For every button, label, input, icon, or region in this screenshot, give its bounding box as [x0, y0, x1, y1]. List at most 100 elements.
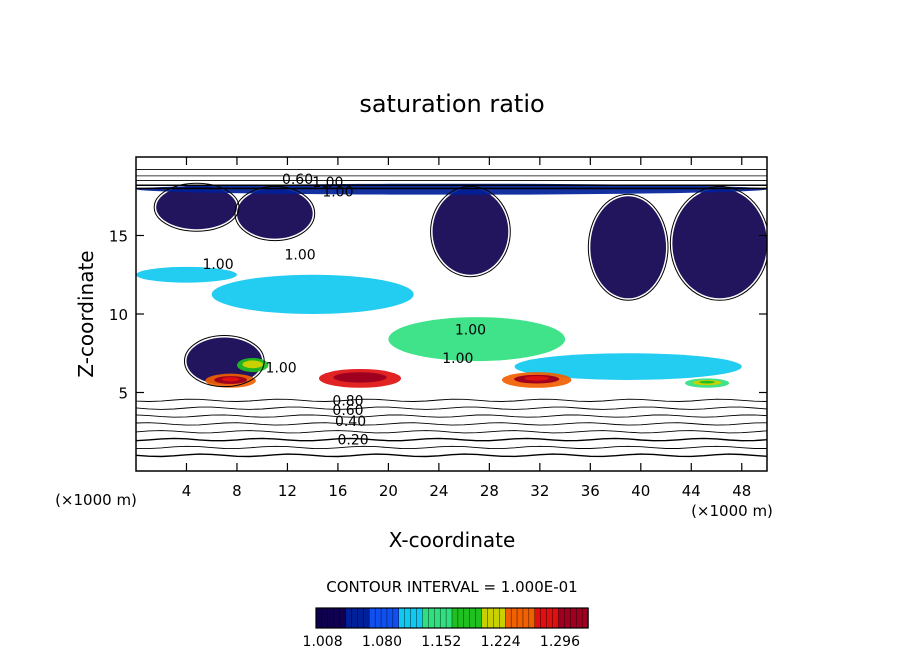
contour-label-3: 1.00: [202, 257, 233, 273]
contour-line-0.7: [136, 414, 767, 418]
contour-line-0.2: [136, 453, 767, 458]
colorbar-cell-0: [315, 607, 323, 629]
unity-contour-5: [183, 335, 265, 388]
contour-line-0.9: [136, 398, 767, 402]
saturation-region-10: [514, 353, 742, 380]
colorbar-cell-34: [516, 607, 524, 629]
x-axis: 4 8 12 16 20 24 28 32 36 40 44 48: [182, 157, 751, 500]
saturation-peak-13: [345, 373, 375, 380]
saturation-region-9: [388, 317, 566, 362]
colorbar-cell-22: [445, 607, 453, 629]
colorbar-cell-38: [540, 607, 548, 629]
colorbar-cell-17: [416, 607, 424, 629]
saturation-peak-11: [221, 377, 240, 382]
colorbar-cell-36: [528, 607, 536, 629]
x-unit-right: (×1000 m): [691, 502, 773, 520]
colorbar-cell-21: [439, 607, 447, 629]
colorbar-cell-6: [351, 607, 359, 629]
x-tick-label-40: 40: [631, 482, 650, 500]
contour-line-0.3: [136, 445, 767, 450]
saturation-region-0: [156, 185, 237, 230]
x-tick-label-16: 16: [328, 482, 347, 500]
contour-layer: [136, 169, 767, 458]
colorbar-cell-5: [345, 607, 353, 629]
y-axis: 5 10 15: [109, 228, 767, 403]
colorbar-cell-13: [392, 607, 400, 629]
x-tick-label-48: 48: [732, 482, 751, 500]
contour-label-5: 1.00: [266, 360, 297, 376]
unity-contour-4: [669, 185, 767, 301]
colorbar-cell-15: [404, 607, 412, 629]
saturation-region-5: [186, 337, 263, 385]
contour-label-6: 1.00: [455, 323, 486, 339]
x-axis-label: X-coordinate: [389, 528, 516, 552]
colorbar-cell-14: [398, 607, 406, 629]
contour-label-1: 1.00: [312, 175, 343, 191]
colorbar-cell-27: [475, 607, 483, 629]
unity-contour-3: [587, 193, 669, 301]
saturation-region-8: [211, 274, 414, 314]
contour-label-10: 0.40: [335, 414, 366, 430]
x-tick-label-24: 24: [429, 482, 448, 500]
colorbar-cell-18: [422, 607, 430, 629]
saturation-region-2: [432, 188, 509, 275]
contour-line-0.5: [136, 430, 767, 434]
colorbar: [315, 607, 589, 629]
y-axis-label: Z-coordinate: [74, 250, 98, 377]
colorbar-cell-10: [374, 607, 382, 629]
colorbar-ticks: 1.008 1.080 1.152 1.224 1.296: [303, 634, 581, 650]
colorbar-cell-44: [575, 607, 583, 629]
colorbar-cell-41: [558, 607, 566, 629]
saturation-region-4: [672, 188, 767, 299]
colorbar-cell-28: [481, 607, 489, 629]
colorbar-cell-7: [357, 607, 365, 629]
saturation-region-7: [136, 266, 237, 283]
colorbar-cell-32: [505, 607, 512, 629]
x-tick-label-4: 4: [182, 482, 192, 500]
colorbar-cell-31: [499, 607, 506, 629]
colorbar-cell-11: [380, 607, 388, 629]
colorbar-cell-35: [522, 607, 530, 629]
x-tick-label-20: 20: [379, 482, 398, 500]
y-tick-label-15: 15: [109, 228, 128, 246]
colorbar-cell-30: [493, 607, 501, 629]
colorbar-tick-1: 1.080: [362, 634, 402, 650]
saturation-peak-12: [247, 361, 259, 366]
contour-label-7: 1.00: [442, 351, 473, 367]
colorbar-cell-29: [487, 607, 495, 629]
contour-interval-text: CONTOUR INTERVAL = 1.000E-01: [326, 578, 577, 596]
colorbar-cell-16: [410, 607, 418, 629]
contour-line-0.4: [136, 437, 767, 442]
saturation-peak-15: [699, 380, 715, 384]
contour-label-9: 0.60: [332, 403, 363, 419]
colorbar-cell-33: [510, 607, 518, 629]
unity-contour-1: [234, 185, 316, 242]
x-tick-label-32: 32: [530, 482, 549, 500]
colorbar-cell-8: [363, 607, 370, 629]
saturation-region-3: [590, 196, 667, 299]
x-tick-label-8: 8: [232, 482, 242, 500]
colorbar-cell-3: [333, 607, 341, 629]
colorbar-cell-12: [386, 607, 394, 629]
colorbar-tick-3: 1.224: [481, 634, 521, 650]
colorbar-cell-40: [552, 607, 560, 629]
chart-title: saturation ratio: [359, 90, 544, 118]
colorbar-cell-25: [463, 607, 471, 629]
contour-label-layer: 0.60 1.001.001.001.001.001.001.000.800.60…: [202, 172, 486, 449]
colorbar-cell-2: [327, 607, 335, 629]
contour-label-8: 0.80: [332, 393, 363, 409]
colorbar-cell-19: [428, 607, 435, 629]
y-tick-label-10: 10: [109, 306, 128, 324]
colorbar-tick-0: 1.008: [303, 634, 343, 650]
contour-label-11: 0.20: [337, 433, 368, 449]
colorbar-cell-20: [434, 607, 441, 629]
colorbar-cell-4: [339, 607, 347, 629]
contour-line-0.8: [136, 406, 767, 410]
colorbar-cell-23: [451, 607, 459, 629]
colorbar-cell-24: [457, 607, 465, 629]
colorbar-cell-37: [534, 607, 542, 629]
contour-label-4: 1.00: [284, 247, 315, 263]
unity-contour-0: [153, 182, 240, 232]
saturation-peak-14: [524, 376, 549, 381]
